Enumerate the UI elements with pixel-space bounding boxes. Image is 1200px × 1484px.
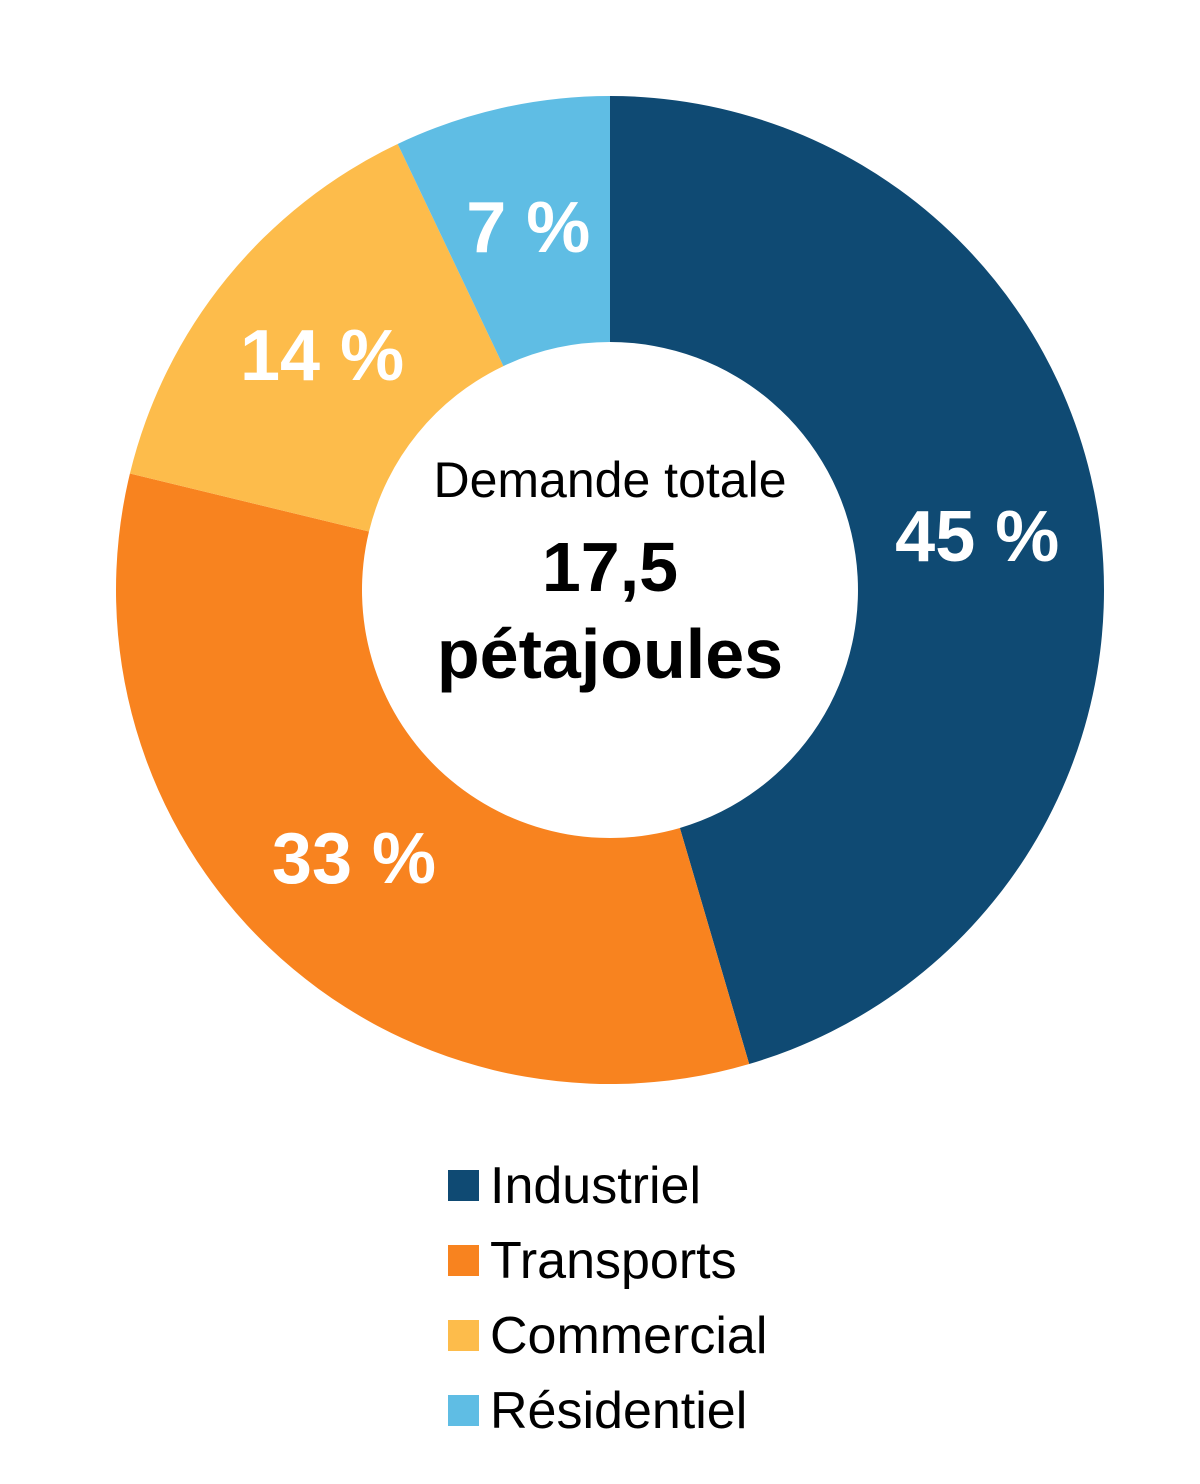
slice-value-label-industriel: 45 %	[895, 497, 1060, 578]
legend-item-transports: Transports	[448, 1223, 767, 1298]
legend-label-residentiel: Résidentiel	[490, 1381, 748, 1440]
legend-item-residentiel: Résidentiel	[448, 1373, 767, 1448]
slice-value-label-residentiel: 7 %	[466, 188, 591, 269]
center-label-unit: pétajoules	[436, 615, 784, 693]
legend-swatch-commercial	[448, 1320, 479, 1351]
slice-value-label-transports: 33 %	[271, 818, 437, 899]
center-label: Demande totale 17,5 pétajoules	[433, 437, 786, 698]
donut-slice-commercial	[129, 143, 504, 532]
legend-label-commercial: Commercial	[490, 1306, 768, 1365]
legend-label-transports: Transports	[490, 1231, 737, 1290]
donut-slice-residentiel	[397, 96, 610, 367]
center-label-value: 17,5	[541, 528, 679, 606]
donut-slice-transports	[116, 473, 750, 1084]
slice-value-label-commercial: 14 %	[239, 316, 405, 397]
legend: Industriel Transports Commercial Résiden…	[448, 1148, 767, 1448]
center-label-title: Demande totale	[433, 452, 787, 508]
donut-slice-industriel	[610, 96, 1105, 1064]
legend-swatch-transports	[448, 1245, 479, 1276]
legend-swatch-industriel	[448, 1170, 479, 1201]
legend-label-industriel: Industriel	[490, 1156, 701, 1215]
legend-swatch-residentiel	[448, 1395, 479, 1426]
legend-item-commercial: Commercial	[448, 1298, 767, 1373]
legend-item-industriel: Industriel	[448, 1148, 767, 1223]
